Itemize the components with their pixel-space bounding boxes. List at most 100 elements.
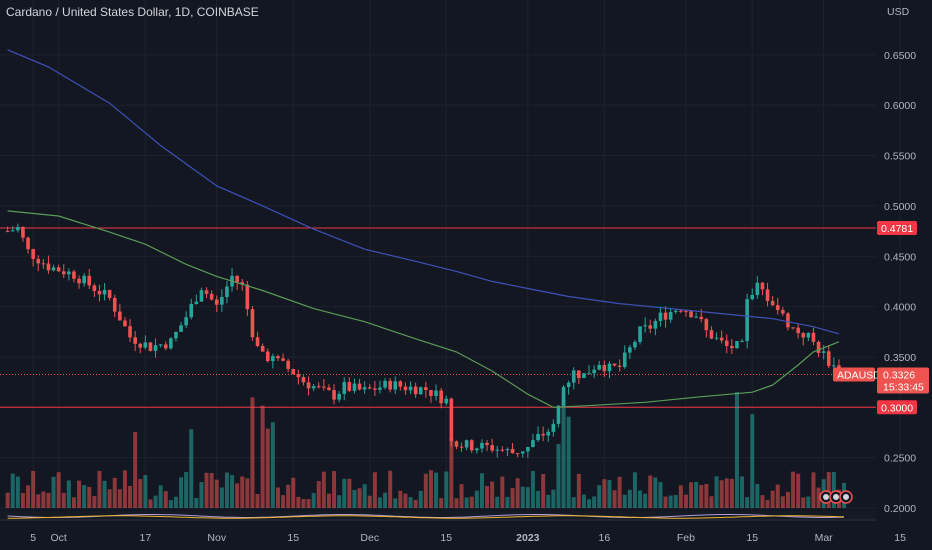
volume-bar bbox=[372, 472, 377, 508]
volume-bar bbox=[219, 487, 224, 508]
candle-body bbox=[245, 284, 250, 310]
candle-body bbox=[240, 282, 245, 285]
volume-bar bbox=[724, 478, 729, 508]
candle-body bbox=[388, 380, 392, 390]
volume-bar bbox=[796, 473, 801, 508]
x-tick-label: 17 bbox=[140, 532, 152, 544]
candle-body bbox=[607, 363, 612, 372]
candle-body bbox=[51, 267, 56, 271]
volume-bar bbox=[561, 399, 566, 508]
volume-bar bbox=[173, 496, 178, 508]
volume-bar bbox=[500, 476, 505, 508]
candle-body bbox=[184, 317, 188, 326]
volume-bar bbox=[689, 482, 694, 508]
volume-bar bbox=[179, 477, 184, 508]
volume-bar bbox=[255, 493, 260, 508]
volume-bar bbox=[46, 493, 51, 508]
volume-bar bbox=[413, 499, 418, 508]
volume-bar bbox=[5, 492, 10, 508]
candle-body bbox=[347, 382, 352, 391]
candle-body bbox=[704, 319, 709, 331]
volume-bar bbox=[362, 484, 367, 508]
level-price-tag bbox=[877, 400, 917, 415]
candle-body bbox=[102, 289, 107, 295]
candle-body bbox=[92, 285, 97, 292]
candles bbox=[5, 223, 846, 458]
candle-body bbox=[286, 360, 290, 369]
volume-bar bbox=[10, 473, 15, 508]
last-price-label: 0.3326 bbox=[883, 369, 915, 381]
candle-body bbox=[653, 320, 658, 329]
candle-body bbox=[383, 380, 387, 388]
volume-bar bbox=[434, 472, 439, 508]
candle-body bbox=[806, 332, 811, 338]
candle-body bbox=[673, 310, 678, 313]
volume-bar bbox=[224, 472, 229, 508]
level-lines bbox=[0, 227, 876, 408]
candle-body bbox=[475, 448, 479, 451]
volume-bar bbox=[367, 495, 372, 508]
candle-body bbox=[316, 386, 321, 388]
volume-bar bbox=[719, 480, 724, 508]
y-tick-label: 0.4000 bbox=[884, 302, 916, 314]
volume-bar bbox=[168, 499, 173, 508]
candle-body bbox=[760, 282, 765, 290]
volume-bar bbox=[801, 497, 806, 508]
candle-body bbox=[490, 445, 494, 451]
chart-title: Cardano / United States Dollar, 1D, COIN… bbox=[6, 5, 259, 19]
volume-bar bbox=[474, 490, 479, 508]
volume-bar bbox=[337, 495, 342, 508]
volume-bar bbox=[296, 496, 301, 508]
volume-bar bbox=[428, 470, 433, 508]
volume-bar bbox=[750, 414, 755, 508]
y-tick-label: 0.3500 bbox=[884, 352, 916, 364]
volume-bar bbox=[510, 488, 515, 508]
volume-bar bbox=[638, 490, 643, 508]
volume-bar bbox=[347, 478, 352, 508]
candle-body bbox=[730, 345, 734, 349]
candle-body bbox=[16, 226, 20, 231]
candle-body bbox=[684, 310, 688, 312]
candle-body bbox=[214, 299, 219, 305]
volume-bar bbox=[485, 486, 490, 508]
candle-body bbox=[352, 383, 357, 391]
candle-body bbox=[786, 313, 790, 328]
candle-body bbox=[199, 290, 204, 302]
symbol-tag bbox=[833, 367, 875, 382]
volume-bar bbox=[209, 473, 214, 508]
candle-body bbox=[434, 390, 438, 396]
candle-body bbox=[373, 388, 377, 390]
volume-bar bbox=[87, 486, 92, 508]
candle-body bbox=[724, 340, 729, 346]
candle-body bbox=[464, 440, 469, 448]
candle-body bbox=[526, 446, 530, 452]
candle-body bbox=[255, 337, 260, 347]
candle-body bbox=[327, 387, 331, 391]
candle-body bbox=[260, 346, 265, 352]
candle-body bbox=[740, 341, 744, 343]
candle-body bbox=[612, 363, 617, 366]
volume-bar bbox=[321, 471, 326, 508]
candle-body bbox=[750, 294, 755, 300]
candle-body bbox=[668, 312, 673, 320]
candle-body bbox=[602, 364, 607, 372]
candle-body bbox=[628, 347, 632, 353]
volume-bar bbox=[71, 497, 76, 508]
candle-body bbox=[61, 271, 66, 275]
y-tick-label: 0.4500 bbox=[884, 251, 916, 263]
volume-bar bbox=[306, 499, 311, 508]
volume-bar bbox=[444, 471, 449, 508]
volume-bar bbox=[602, 479, 607, 508]
oscillator-signal-line bbox=[7, 515, 845, 519]
volume-bar bbox=[546, 494, 551, 508]
volume-bar bbox=[775, 484, 780, 508]
candle-body bbox=[174, 331, 178, 339]
volume-bar bbox=[26, 485, 31, 508]
volume-bar bbox=[566, 416, 571, 508]
time-axis[interactable]: 5 Oct 17 Nov 15 Dec 15 2023 16 Feb 15 Mar 15 bbox=[30, 532, 906, 544]
candle-body bbox=[454, 441, 459, 447]
volume-bar bbox=[454, 498, 459, 508]
candle-body bbox=[638, 326, 642, 342]
